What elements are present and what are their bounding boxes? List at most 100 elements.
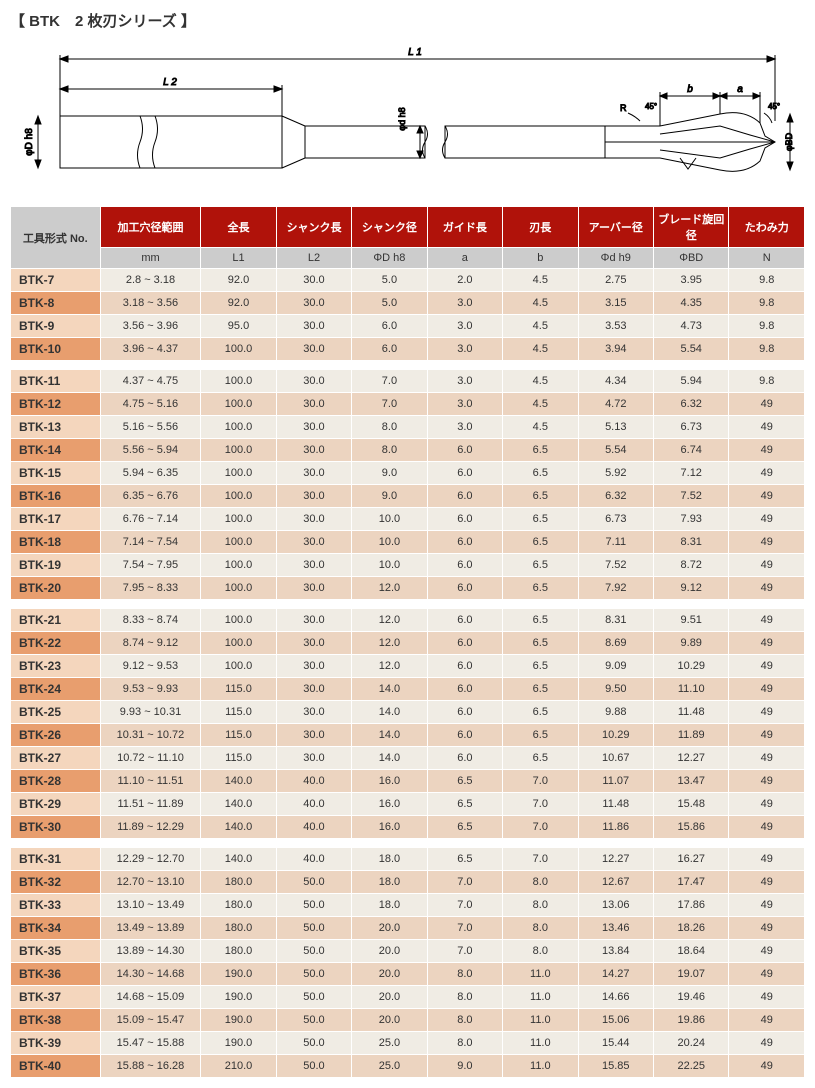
cell-a: 3.0 [427,338,502,361]
table-row: BTK-3413.49 ~ 13.89180.050.020.07.08.013… [11,917,805,940]
cell-N: 49 [729,393,805,416]
cell-range: 13.49 ~ 13.89 [100,917,201,940]
cell-a: 6.0 [427,609,502,632]
cell-phiD: 5.0 [352,269,427,292]
cell-phiD: 18.0 [352,894,427,917]
cell-b: 6.5 [503,508,578,531]
cell-phiBD: 15.86 [654,816,729,839]
cell-L2: 30.0 [276,554,351,577]
table-row: BTK-218.33 ~ 8.74100.030.012.06.06.58.31… [11,609,805,632]
cell-N: 49 [729,655,805,678]
cell-phiBD: 13.47 [654,770,729,793]
cell-N: 49 [729,554,805,577]
cell-N: 9.8 [729,315,805,338]
cell-L2: 30.0 [276,393,351,416]
cell-a: 6.5 [427,816,502,839]
col-phiD: シャンク径 [352,207,427,248]
cell-L2: 30.0 [276,747,351,770]
cell-range: 14.30 ~ 14.68 [100,963,201,986]
cell-model: BTK-36 [11,963,101,986]
cell-phid: 13.84 [578,940,653,963]
tool-diagram: L 1 L 2 φD h8 φd h8 [20,41,795,191]
cell-L2: 40.0 [276,816,351,839]
cell-model: BTK-35 [11,940,101,963]
table-row: BTK-155.94 ~ 6.35100.030.09.06.06.55.927… [11,462,805,485]
table-row: BTK-114.37 ~ 4.75100.030.07.03.04.54.345… [11,370,805,393]
cell-model: BTK-29 [11,793,101,816]
cell-L2: 30.0 [276,370,351,393]
cell-a: 6.5 [427,848,502,871]
cell-phiD: 7.0 [352,370,427,393]
table-row: BTK-176.76 ~ 7.14100.030.010.06.06.56.73… [11,508,805,531]
cell-model: BTK-38 [11,1009,101,1032]
cell-phiD: 6.0 [352,315,427,338]
cell-b: 6.5 [503,609,578,632]
cell-a: 6.0 [427,701,502,724]
cell-model: BTK-28 [11,770,101,793]
cell-b: 11.0 [503,1055,578,1078]
cell-phiD: 10.0 [352,554,427,577]
cell-L1: 95.0 [201,315,276,338]
table-row: BTK-4015.88 ~ 16.28210.050.025.09.011.01… [11,1055,805,1078]
cell-b: 7.0 [503,793,578,816]
cell-b: 4.5 [503,292,578,315]
cell-L1: 180.0 [201,917,276,940]
cell-model: BTK-17 [11,508,101,531]
cell-phid: 5.13 [578,416,653,439]
cell-range: 11.51 ~ 11.89 [100,793,201,816]
table-row: BTK-3313.10 ~ 13.49180.050.018.07.08.013… [11,894,805,917]
dim-L1: L 1 [408,47,422,58]
cell-phiD: 25.0 [352,1032,427,1055]
table-row: BTK-197.54 ~ 7.95100.030.010.06.06.57.52… [11,554,805,577]
table-row: BTK-3112.29 ~ 12.70140.040.018.06.57.012… [11,848,805,871]
cell-range: 15.88 ~ 16.28 [100,1055,201,1078]
cell-phiBD: 19.46 [654,986,729,1009]
cell-phiD: 20.0 [352,940,427,963]
cell-L1: 190.0 [201,1009,276,1032]
cell-a: 6.0 [427,632,502,655]
cell-L1: 140.0 [201,816,276,839]
cell-phiBD: 7.93 [654,508,729,531]
cell-phiD: 12.0 [352,577,427,600]
cell-phid: 2.75 [578,269,653,292]
cell-L2: 50.0 [276,1032,351,1055]
sub-phiBD: ΦBD [654,248,729,269]
cell-phiBD: 6.74 [654,439,729,462]
cell-b: 8.0 [503,940,578,963]
cell-L2: 50.0 [276,871,351,894]
table-row: BTK-259.93 ~ 10.31115.030.014.06.06.59.8… [11,701,805,724]
table-row: BTK-3011.89 ~ 12.29140.040.016.06.57.011… [11,816,805,839]
cell-N: 49 [729,1055,805,1078]
cell-range: 12.70 ~ 13.10 [100,871,201,894]
cell-phid: 7.52 [578,554,653,577]
cell-L2: 50.0 [276,1009,351,1032]
cell-L2: 30.0 [276,678,351,701]
cell-phid: 5.54 [578,439,653,462]
cell-phiD: 18.0 [352,848,427,871]
cell-L2: 40.0 [276,793,351,816]
cell-b: 6.5 [503,531,578,554]
cell-L2: 30.0 [276,269,351,292]
cell-L1: 100.0 [201,416,276,439]
cell-phiD: 25.0 [352,1055,427,1078]
cell-phiD: 8.0 [352,416,427,439]
cell-phid: 9.88 [578,701,653,724]
cell-phid: 4.72 [578,393,653,416]
cell-model: BTK-33 [11,894,101,917]
sub-L2: L2 [276,248,351,269]
cell-L1: 190.0 [201,963,276,986]
cell-range: 15.47 ~ 15.88 [100,1032,201,1055]
cell-L2: 50.0 [276,1055,351,1078]
cell-b: 6.5 [503,554,578,577]
cell-L1: 100.0 [201,462,276,485]
cell-L1: 100.0 [201,577,276,600]
cell-range: 3.18 ~ 3.56 [100,292,201,315]
table-row: BTK-166.35 ~ 6.76100.030.09.06.06.56.327… [11,485,805,508]
cell-phid: 15.85 [578,1055,653,1078]
cell-range: 13.89 ~ 14.30 [100,940,201,963]
table-row: BTK-3714.68 ~ 15.09190.050.020.08.011.01… [11,986,805,1009]
cell-range: 8.74 ~ 9.12 [100,632,201,655]
cell-b: 4.5 [503,338,578,361]
cell-phiD: 16.0 [352,816,427,839]
cell-L1: 115.0 [201,678,276,701]
